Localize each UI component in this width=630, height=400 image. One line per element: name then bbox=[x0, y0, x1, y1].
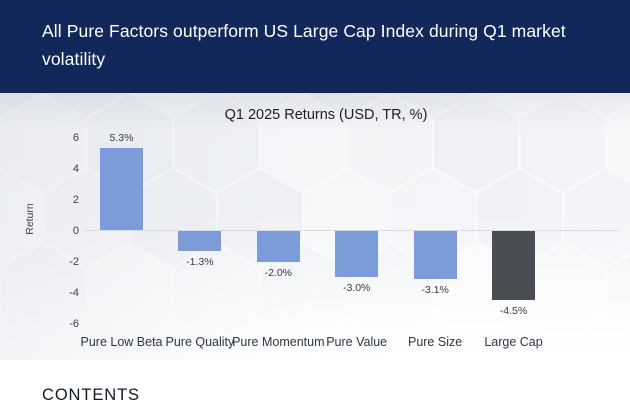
x-axis-category-label: Pure Quality bbox=[165, 335, 235, 349]
bar-pure-momentum bbox=[256, 230, 300, 262]
bar-pure-size bbox=[413, 230, 457, 279]
y-tick-label: -6 bbox=[69, 317, 79, 330]
bar-pure-quality bbox=[178, 230, 222, 251]
bar-value-label: -3.1% bbox=[421, 283, 449, 296]
y-tick-label: -2 bbox=[69, 255, 79, 268]
bar-value-label: 5.3% bbox=[109, 132, 134, 145]
x-axis-category-label: Pure Value bbox=[326, 335, 388, 349]
bar-pure-low-beta bbox=[100, 148, 143, 231]
y-tick-label: 0 bbox=[72, 224, 79, 237]
x-axis-category-label: Pure Momentum bbox=[232, 335, 325, 349]
bar-value-label: -4.5% bbox=[499, 305, 528, 318]
bar-value-label: -2.0% bbox=[264, 266, 293, 279]
y-tick-label: 2 bbox=[72, 193, 79, 206]
y-tick-label: -4 bbox=[69, 286, 79, 299]
bar-value-label: -1.3% bbox=[186, 255, 214, 268]
y-tick-label: 4 bbox=[72, 162, 79, 175]
header-banner: All Pure Factors outperform US Large Cap… bbox=[0, 0, 630, 93]
bar-large-cap bbox=[492, 230, 535, 301]
x-axis-category-label: Pure Size bbox=[407, 335, 463, 349]
bar-chart: 6 4 2 0 -2 -4 -6 5.3% Pure Low Beta -1.3% Pure Qua… bbox=[0, 93, 630, 360]
x-axis-category-label: Pure Low Beta bbox=[80, 335, 163, 349]
page-title: All Pure Factors outperform US Large Cap… bbox=[42, 21, 566, 69]
y-tick-label: 6 bbox=[72, 131, 79, 144]
x-axis-category-label: Large Cap bbox=[484, 335, 543, 349]
bar-value-label: -3.0% bbox=[342, 282, 371, 294]
footer-section: CONTENTS bbox=[0, 360, 630, 400]
contents-heading: CONTENTS bbox=[42, 386, 140, 400]
bar-pure-value bbox=[335, 230, 379, 277]
chart-title: Q1 2025 Returns (USD, TR, %) bbox=[224, 107, 428, 123]
